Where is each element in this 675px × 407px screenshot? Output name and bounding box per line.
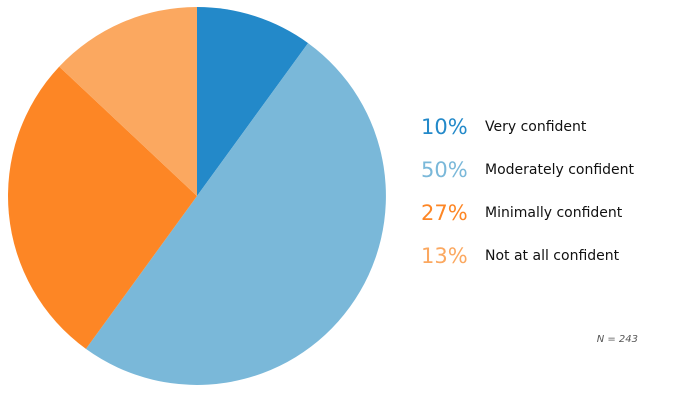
legend: 10% Very confident 50% Moderately confident… (421, 115, 635, 268)
pie-slice-not-at-all-confident (59, 7, 197, 196)
pie-slices (8, 7, 386, 385)
legend-label-very-confident: Very confident (485, 119, 587, 135)
legend-label-moderately-confident: Moderately confident (485, 162, 635, 178)
pie-slice-minimally-confident (8, 66, 197, 349)
pie-slice-moderately-confident (85, 43, 386, 385)
pie-slice-very-confident (197, 7, 309, 196)
legend-percent-moderately-confident: 50% (421, 158, 468, 182)
legend-percent-not-at-all-confident: 13% (421, 244, 468, 268)
legend-percent-minimally-confident: 27% (421, 201, 468, 225)
legend-label-minimally-confident: Minimally confident (485, 205, 623, 221)
sample-size-note: N = 243 (597, 334, 638, 345)
legend-label-not-at-all-confident: Not at all confident (485, 248, 620, 264)
legend-percent-very-confident: 10% (421, 115, 468, 139)
